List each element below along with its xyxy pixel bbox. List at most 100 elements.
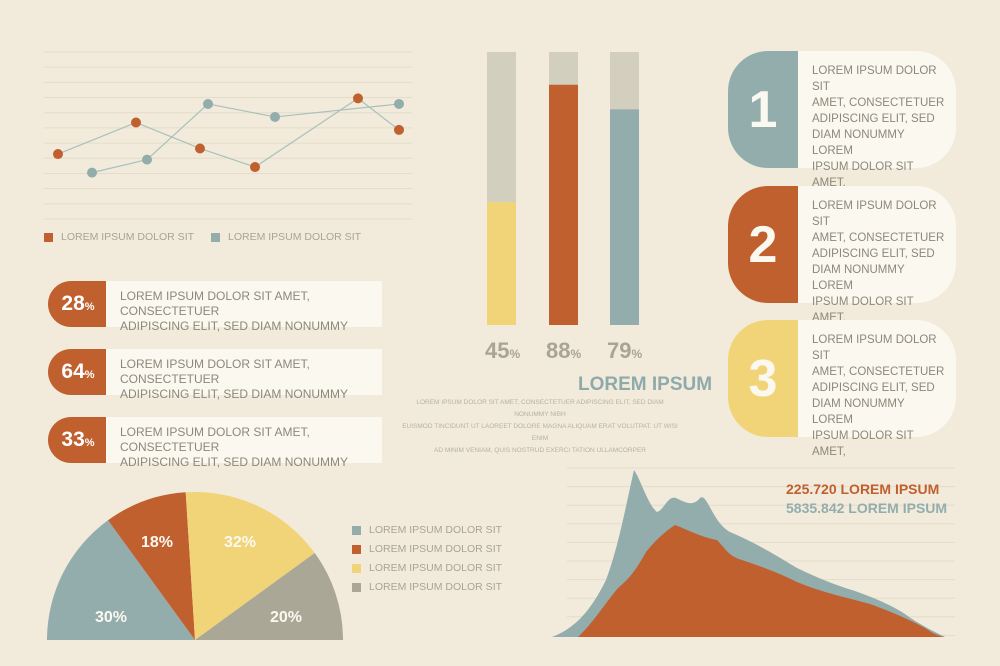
pie-legend-label-1: LOREM IPSUM DOLOR SIT xyxy=(369,524,503,536)
card-text-2: LOREM IPSUM DOLOR SIT AMET, CONSECTETUER… xyxy=(798,186,956,324)
line-legend-label-blue: LOREM IPSUM DOLOR SIT xyxy=(228,231,362,243)
card-text-line: AMET, CONSECTETUER xyxy=(812,366,945,378)
bar-block-body-line: EUISMOD TINCIDUNT UT LAOREET DOLORE MAGN… xyxy=(402,423,678,442)
percent-badge-3: 33% xyxy=(48,417,108,463)
card-text-line: DIAM NONUMMY LOREM xyxy=(812,398,905,426)
percent-unit-2: % xyxy=(84,369,95,381)
percent-badge-2: 64% xyxy=(48,349,108,395)
pie-legend-1: LOREM IPSUM DOLOR SIT xyxy=(352,524,502,536)
number-card-1: 1 LOREM IPSUM DOLOR SIT AMET, CONSECTETU… xyxy=(728,51,956,189)
legend-swatch-blue xyxy=(211,232,220,242)
line-point xyxy=(270,111,280,122)
card-text-line: LOREM IPSUM DOLOR SIT xyxy=(812,65,937,93)
vertical-bar-chart xyxy=(487,52,639,325)
line-point xyxy=(250,162,260,173)
percent-text-line: ADIPISCING ELIT, SED DIAM NONUMMY xyxy=(120,455,349,469)
legend-swatch-gray xyxy=(352,582,361,592)
card-number-3: 3 xyxy=(728,320,798,437)
percent-text-line: LOREM IPSUM DOLOR SIT AMET, CONSECTETUER xyxy=(120,425,310,454)
pie-legend-label-3: LOREM IPSUM DOLOR SIT xyxy=(369,562,503,574)
bar-value-2: 88 xyxy=(546,338,571,363)
line-point xyxy=(394,98,404,109)
pie-legend-4: LOREM IPSUM DOLOR SIT xyxy=(352,581,502,593)
area-series-orange xyxy=(578,525,945,637)
card-text-line: LOREM IPSUM DOLOR SIT xyxy=(812,334,937,362)
number-card-3: 3 LOREM IPSUM DOLOR SIT AMET, CONSECTETU… xyxy=(728,320,956,458)
bar-block-body-line: AD MINIM VENIAM, QUIS NOSTRUD EXERCI TAT… xyxy=(434,447,646,454)
percent-row-2: 64% LOREM IPSUM DOLOR SIT AMET, CONSECTE… xyxy=(48,349,382,401)
line-chart-grid xyxy=(44,51,412,220)
line-point xyxy=(394,124,404,135)
pie-label-2: 18% xyxy=(141,534,174,551)
card-text-line: AMET, CONSECTETUER xyxy=(812,97,945,109)
percent-value-2: 64 xyxy=(61,360,85,383)
pie-label-4: 20% xyxy=(270,609,303,626)
percent-text-3: LOREM IPSUM DOLOR SIT AMET, CONSECTETUER… xyxy=(106,417,382,469)
card-text-1: LOREM IPSUM DOLOR SIT AMET, CONSECTETUER… xyxy=(798,51,956,189)
line-point xyxy=(203,98,213,109)
line-point xyxy=(353,93,363,104)
percent-text-1: LOREM IPSUM DOLOR SIT AMET, CONSECTETUER… xyxy=(106,281,382,333)
line-legend-label-orange: LOREM IPSUM DOLOR SIT xyxy=(61,231,195,243)
bar-block-body: LOREM IPSUM DOLOR SIT AMET, CONSECTETUER… xyxy=(400,397,680,457)
percent-text-line: LOREM IPSUM DOLOR SIT AMET, CONSECTETUER xyxy=(120,289,310,318)
card-text-line: LOREM IPSUM DOLOR SIT xyxy=(812,200,937,228)
card-text-line: DIAM NONUMMY LOREM xyxy=(812,264,905,292)
card-number-1: 1 xyxy=(728,51,798,168)
percent-text-2: LOREM IPSUM DOLOR SIT AMET, CONSECTETUER… xyxy=(106,349,382,401)
percent-row-3: 33% LOREM IPSUM DOLOR SIT AMET, CONSECTE… xyxy=(48,417,382,469)
percent-text-line: LOREM IPSUM DOLOR SIT AMET, CONSECTETUER xyxy=(120,357,310,386)
pie-label-3: 32% xyxy=(224,534,257,551)
percent-text-line: ADIPISCING ELIT, SED DIAM NONUMMY xyxy=(120,319,349,333)
line-legend-orange: LOREM IPSUM DOLOR SIT xyxy=(44,231,194,243)
percent-value-1: 28 xyxy=(61,292,85,315)
card-text-line: IPSUM DOLOR SIT AMET, xyxy=(812,430,914,458)
area-label-orange: 225.720 LOREM IPSUM xyxy=(786,481,940,497)
bar xyxy=(487,202,516,325)
percent-unit-1: % xyxy=(84,301,95,313)
bar xyxy=(610,109,639,325)
pie-label-1: 30% xyxy=(95,609,128,626)
card-text-line: DIAM NONUMMY LOREM xyxy=(812,129,905,157)
bar xyxy=(549,84,578,325)
bar-value-label-2: 88% xyxy=(546,338,581,364)
line-point xyxy=(87,167,97,178)
bar-block-body-line: LOREM IPSUM DOLOR SIT AMET, CONSECTETUER… xyxy=(416,399,664,418)
line-series-orange xyxy=(57,97,400,168)
card-text-line: ADIPISCING ELIT, SED xyxy=(812,382,935,394)
line-point xyxy=(142,154,152,165)
card-text-line: AMET, CONSECTETUER xyxy=(812,232,945,244)
bar-unit-3: % xyxy=(631,347,643,361)
legend-swatch-yellow xyxy=(352,563,361,573)
card-text-line: ADIPISCING ELIT, SED xyxy=(812,113,935,125)
pie-slice xyxy=(185,492,315,640)
area-label-blue: 5835.842 LOREM IPSUM xyxy=(786,500,948,516)
line-point xyxy=(195,143,205,154)
card-text-line: ADIPISCING ELIT, SED xyxy=(812,248,935,260)
bar-value-3: 79 xyxy=(607,338,632,363)
legend-swatch-orange xyxy=(44,232,53,242)
pie-legend-2: LOREM IPSUM DOLOR SIT xyxy=(352,543,502,555)
card-number-2: 2 xyxy=(728,186,798,303)
legend-swatch-orange xyxy=(352,544,361,554)
pie-legend-label-4: LOREM IPSUM DOLOR SIT xyxy=(369,581,503,593)
percent-unit-3: % xyxy=(84,437,95,449)
bar-unit-1: % xyxy=(509,347,521,361)
bar-unit-2: % xyxy=(570,347,582,361)
percent-row-1: 28% LOREM IPSUM DOLOR SIT AMET, CONSECTE… xyxy=(48,281,382,333)
line-point xyxy=(131,117,141,128)
bar-value-label-3: 79% xyxy=(607,338,642,364)
number-card-2: 2 LOREM IPSUM DOLOR SIT AMET, CONSECTETU… xyxy=(728,186,956,324)
line-point xyxy=(53,149,63,160)
half-pie-chart xyxy=(47,492,343,640)
percent-text-line: ADIPISCING ELIT, SED DIAM NONUMMY xyxy=(120,387,349,401)
legend-swatch-blue xyxy=(352,525,361,535)
percent-badge-1: 28% xyxy=(48,281,108,327)
card-text-3: LOREM IPSUM DOLOR SIT AMET, CONSECTETUER… xyxy=(798,320,956,458)
bar-block-title: LOREM IPSUM xyxy=(578,374,713,395)
pie-legend-label-2: LOREM IPSUM DOLOR SIT xyxy=(369,543,503,555)
pie-slice xyxy=(47,520,195,640)
bar-value-1: 45 xyxy=(485,338,510,363)
pie-slice xyxy=(108,492,195,640)
